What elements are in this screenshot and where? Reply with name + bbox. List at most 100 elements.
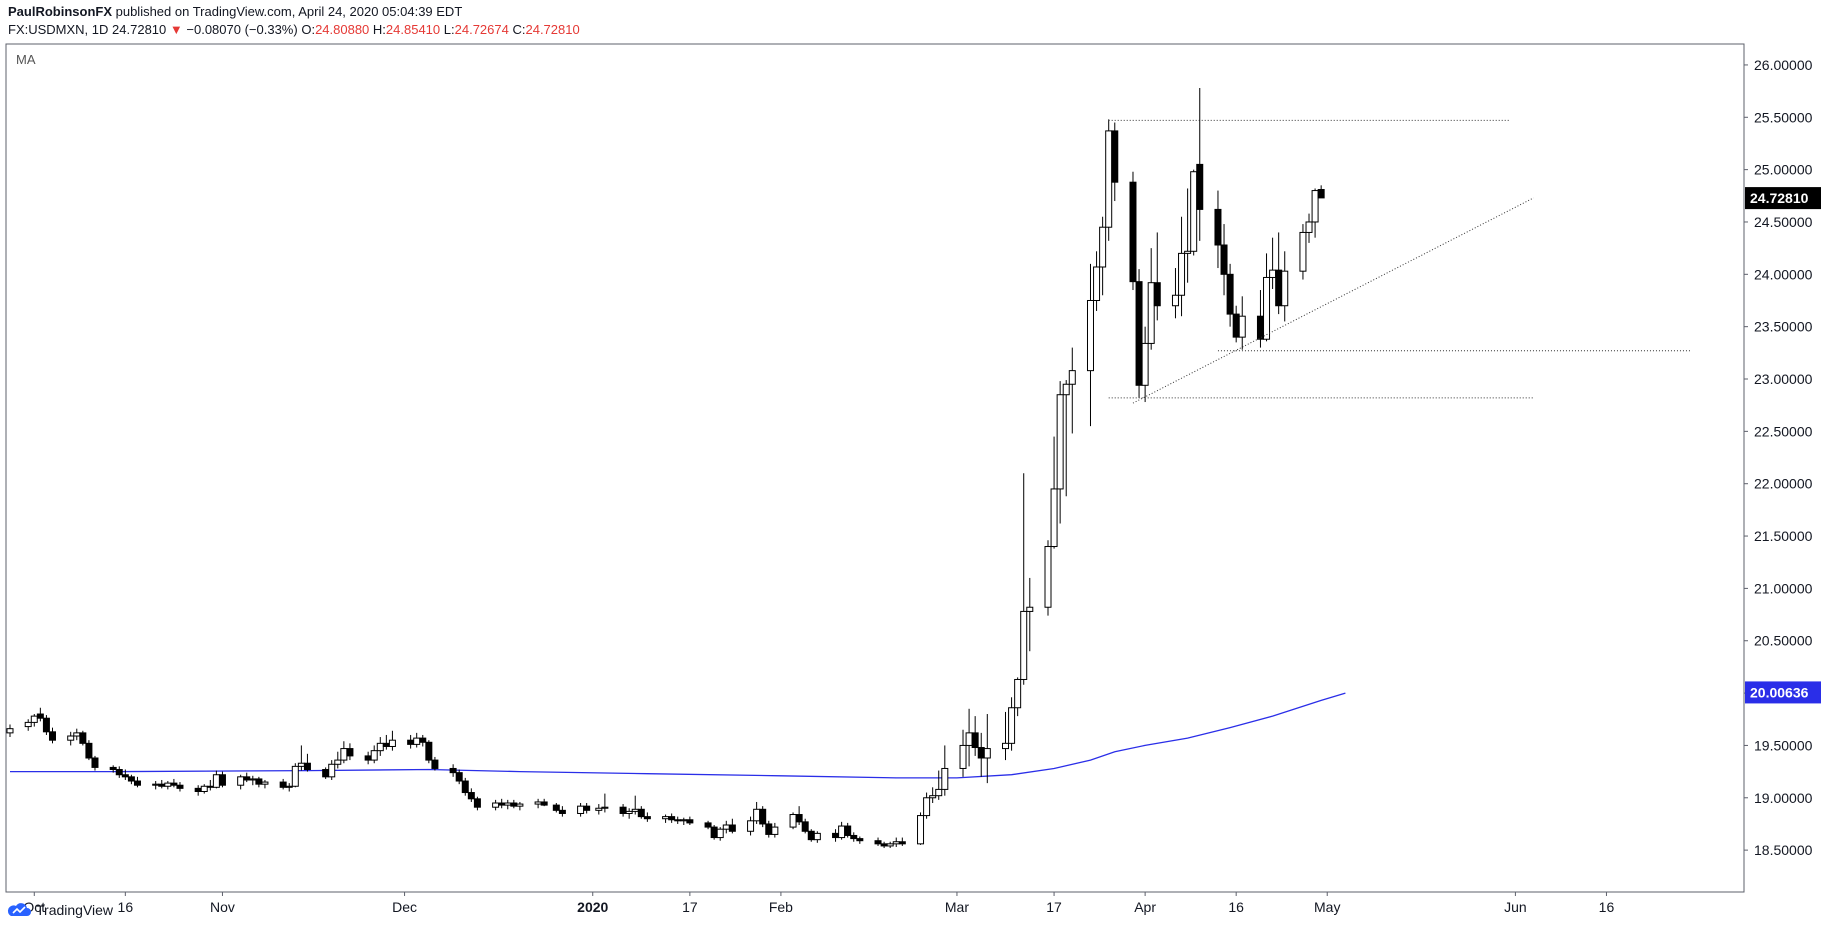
candle (1050, 436, 1058, 549)
candle (601, 793, 609, 813)
publisher-name[interactable]: PaulRobinsonFX (8, 4, 112, 19)
price-tick-label: 18.50000 (1754, 842, 1813, 858)
candle (1317, 185, 1325, 199)
candle (971, 716, 979, 756)
price-tick-label: 19.00000 (1754, 790, 1813, 806)
candle (552, 803, 560, 813)
candle (67, 731, 75, 746)
candle-body (935, 788, 943, 797)
time-tick-label: 17 (1046, 899, 1062, 915)
candle-body (880, 843, 888, 847)
candle (771, 822, 779, 838)
candle-body (91, 757, 99, 768)
candle-body (1008, 707, 1016, 744)
candle-body (1317, 189, 1325, 199)
candle-body (291, 765, 299, 787)
brand-name: TradingView (36, 902, 114, 918)
high-label: H: (372, 22, 386, 37)
candle (807, 829, 815, 842)
candle-body (716, 828, 724, 839)
time-tick-label: 16 (118, 899, 134, 915)
candle-body (874, 840, 882, 845)
time-tick-label: Apr (1134, 899, 1156, 915)
indicator-label-ma[interactable]: MA (16, 52, 36, 67)
candle-body (467, 792, 475, 800)
candle (1281, 251, 1289, 322)
open-label: O: (301, 22, 316, 37)
candle-body (704, 822, 712, 828)
candle (425, 740, 433, 764)
candle (85, 740, 93, 761)
price-axis[interactable]: 18.5000019.0000019.5000020.0000020.50000… (1744, 57, 1813, 858)
candle-body (759, 808, 767, 825)
candle-body (540, 801, 548, 806)
candle (516, 801, 524, 811)
candle-body (595, 807, 603, 811)
candle (115, 766, 123, 778)
candle (334, 751, 342, 769)
candle-body (473, 798, 481, 808)
candle-body (510, 802, 518, 807)
candle (631, 795, 639, 815)
candle (1147, 248, 1155, 350)
candle (1226, 263, 1234, 327)
candle-body (753, 808, 761, 822)
candle-body (643, 816, 651, 820)
candle-body (340, 748, 348, 761)
price-tick-label: 24.50000 (1754, 214, 1813, 230)
candle-body (285, 785, 293, 788)
candle (127, 774, 135, 785)
candle (1026, 577, 1034, 652)
candle (504, 799, 512, 810)
last-price-tag-bg (1745, 187, 1821, 210)
candle (686, 816, 694, 825)
time-axis[interactable]: Oct 16 Nov Dec 2020 17 Feb Mar 17 Apr 16 May Jun 16 (23, 892, 1614, 915)
high-value: 24.85410 (385, 22, 441, 37)
candle (1275, 232, 1283, 315)
candle-body (504, 802, 512, 806)
candle-body (983, 748, 991, 759)
candle-body (79, 732, 87, 744)
candle (534, 798, 542, 809)
candle (704, 820, 712, 830)
candle-body (929, 795, 937, 799)
candle (583, 803, 591, 814)
candle-body (194, 787, 202, 792)
candle-body (36, 713, 44, 719)
price-tick-label: 20.50000 (1754, 633, 1813, 649)
candle (753, 801, 761, 824)
candle (747, 816, 755, 836)
candle-body (965, 732, 973, 746)
candle (892, 837, 900, 847)
candle (255, 776, 263, 788)
candle-body (376, 742, 384, 752)
candle (722, 820, 730, 834)
price-tick-label: 22.50000 (1754, 423, 1813, 439)
candle-body (1026, 606, 1034, 612)
candle (473, 796, 481, 811)
candle-body (461, 780, 469, 794)
candle (200, 784, 208, 794)
candle (759, 806, 767, 828)
candle-body (680, 819, 688, 822)
candle (407, 734, 415, 749)
candle (941, 745, 949, 796)
candle-body (1214, 208, 1222, 246)
candle (674, 816, 682, 824)
ma-value-tag-text: 20.00636 (1750, 684, 1809, 700)
candle-body (923, 797, 931, 817)
candle-body (164, 782, 172, 787)
candle-body (631, 808, 639, 812)
candle (322, 767, 330, 779)
candle-body (686, 819, 694, 824)
candle (206, 779, 214, 791)
candle (1220, 224, 1228, 296)
candle-body (850, 834, 858, 840)
candle (662, 814, 670, 823)
candle-body (1111, 130, 1119, 183)
candle-body (1056, 394, 1064, 490)
tradingview-logo[interactable]: TradingView (6, 902, 113, 918)
candle-body (498, 802, 506, 806)
candle (1105, 119, 1113, 241)
